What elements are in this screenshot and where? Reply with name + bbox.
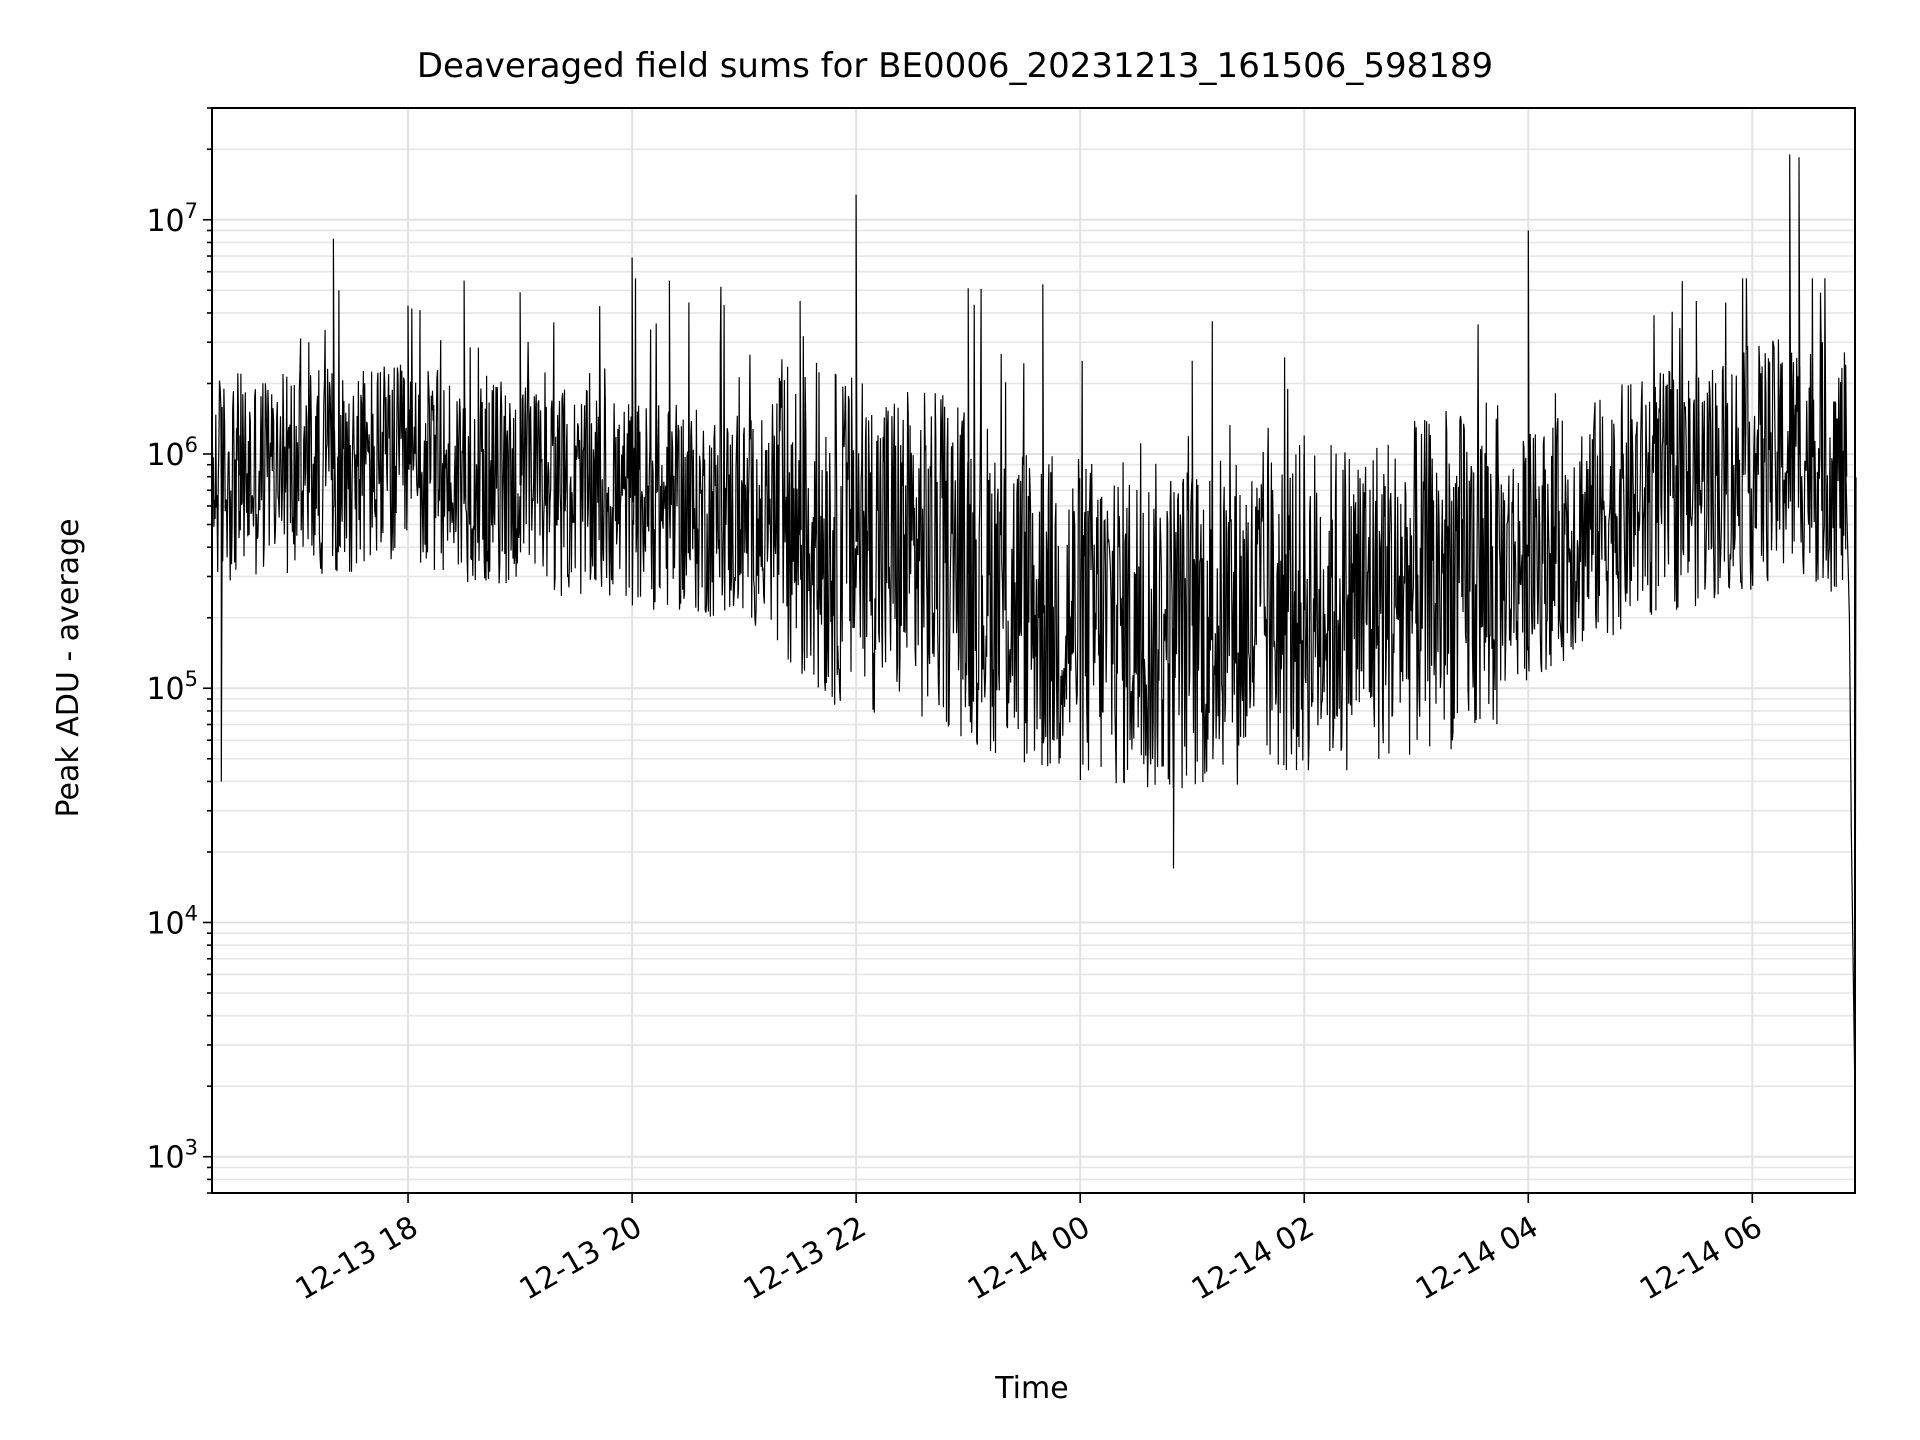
y-tick-label: 103 [146, 1136, 198, 1176]
y-tick-label: 104 [146, 901, 198, 941]
series-line [211, 154, 1857, 1100]
plot-frame [211, 107, 1856, 1194]
x-tick-label: 12-13 22 [738, 1210, 872, 1308]
x-tick-label: 12-13 18 [290, 1210, 424, 1308]
y-axis-label: Peak ADU - average [51, 518, 86, 817]
y-tick-label: 105 [146, 667, 198, 707]
y-tick-label: 107 [146, 199, 198, 239]
grid-lines [212, 107, 1855, 1194]
y-axis: 103 104 105 106 107 [146, 107, 212, 1194]
x-tick-label: 12-14 02 [1186, 1210, 1320, 1308]
x-axis: 12-13 18 12-13 20 12-13 22 12-14 00 12-14 02… [290, 1193, 1768, 1308]
x-tick-label: 12-14 06 [1634, 1210, 1768, 1308]
x-axis-label: Time [994, 1371, 1068, 1406]
x-tick-label: 12-14 04 [1410, 1210, 1544, 1308]
chart-title: Deaveraged field sums for BE0006_2023121… [417, 46, 1493, 86]
y-tick-label: 106 [146, 433, 198, 473]
x-tick-label: 12-13 20 [514, 1210, 648, 1308]
x-tick-label: 12-14 00 [962, 1210, 1096, 1308]
plot-area [211, 154, 1857, 1100]
